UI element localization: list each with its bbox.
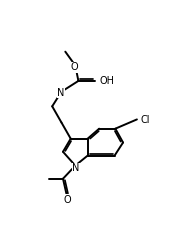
Text: N: N <box>57 88 64 98</box>
Text: N: N <box>72 163 80 173</box>
Text: Cl: Cl <box>141 115 150 125</box>
Text: OH: OH <box>99 76 114 86</box>
Text: O: O <box>71 62 78 72</box>
Text: O: O <box>64 195 71 205</box>
